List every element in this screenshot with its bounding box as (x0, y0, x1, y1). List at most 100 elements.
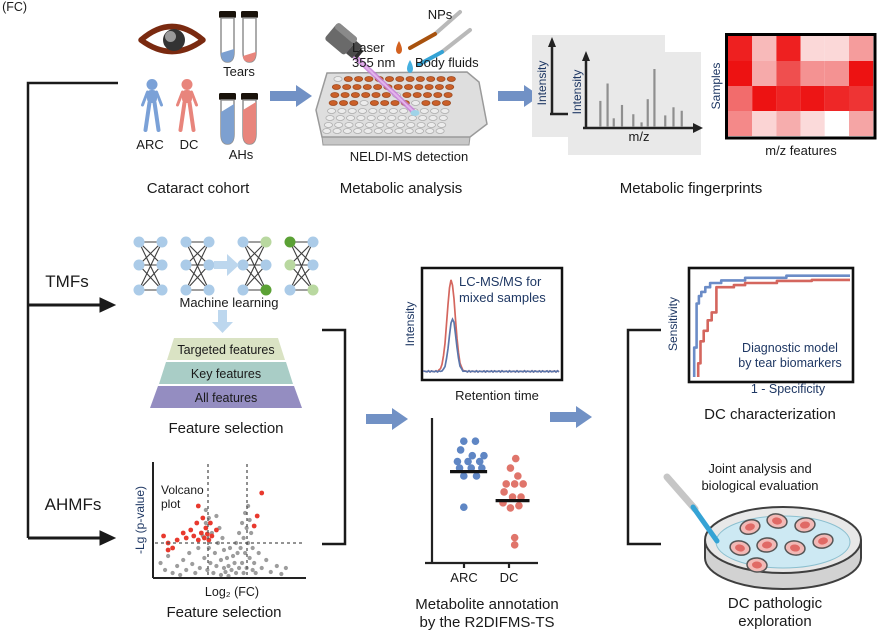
well-filled (405, 76, 415, 82)
well-filled (431, 100, 441, 106)
volcano-point-gray (253, 570, 258, 576)
well-empty (440, 108, 450, 114)
dot-ARC (464, 457, 472, 466)
machine-learning-label: Machine learning (179, 295, 279, 310)
nn-node (203, 236, 215, 248)
tmfs-arrow-head (99, 297, 117, 313)
annotation-title-line1: Metabolite annotation (415, 596, 559, 613)
nn-node (237, 284, 249, 296)
nn-node (307, 259, 319, 271)
dot-ARC (471, 437, 480, 445)
well-empty (346, 115, 356, 121)
cell-icon (784, 540, 806, 556)
spectrum-front-panel (568, 52, 701, 155)
dot-ARC (472, 472, 481, 480)
volcano-point-gray (252, 560, 257, 566)
nn-node (156, 259, 168, 271)
right-input-bracket (626, 328, 661, 546)
volcano-ylabel: -Lg (p-value) (133, 485, 147, 555)
volcano-point-red (207, 520, 213, 526)
volcano-point-gray (166, 553, 171, 559)
well-empty (359, 100, 369, 106)
volcano-point-gray (224, 555, 230, 561)
well-filled (364, 76, 374, 82)
roc-xlabel: 1 - Specificity (750, 382, 826, 396)
neural-network-right-icon (237, 236, 319, 296)
heatmap-cell (776, 111, 801, 136)
well-empty (325, 115, 335, 121)
well-empty (437, 122, 447, 128)
heatmap-cell (752, 36, 777, 61)
well-empty (419, 108, 429, 114)
blue-flow-arrows (270, 85, 592, 430)
volcano-point-gray (256, 550, 261, 556)
heatmap-cell (728, 86, 753, 111)
volcano-point-gray (181, 557, 186, 563)
volcano-point-gray (236, 565, 242, 571)
dot-ARC (460, 437, 468, 445)
cell-icon (812, 533, 834, 549)
nn-node (180, 236, 192, 248)
volcano-point-red (194, 520, 200, 526)
well-filled (373, 84, 383, 90)
ahmfs-arrow (28, 530, 117, 546)
well-filled (343, 76, 353, 82)
well-filled (340, 92, 350, 98)
spectra-group (532, 35, 703, 155)
volcano-axes (152, 462, 306, 579)
cell-icon (766, 513, 788, 529)
nn-edge (242, 241, 267, 291)
tmfs-arrow (28, 297, 117, 313)
volcano-point-red (191, 533, 197, 539)
heatmap-cell (824, 61, 849, 86)
well-filled (390, 100, 400, 106)
dot-DC (514, 472, 522, 480)
nn-edge (289, 264, 314, 291)
well-empty (344, 122, 354, 128)
volcano-point-red (195, 503, 201, 509)
well-empty (384, 128, 394, 134)
well-empty (435, 128, 445, 134)
well-empty (368, 108, 378, 114)
volcano-point-gray (238, 545, 243, 551)
volcano-point-gray (227, 545, 233, 551)
ml-group (133, 236, 319, 333)
feature-output-bracket (322, 328, 347, 546)
volcano-point-red (183, 535, 189, 541)
volcano-point-gray (243, 510, 248, 516)
cell-nucleus (800, 521, 810, 529)
volcano-point-gray (184, 567, 189, 573)
cohort-group (138, 11, 258, 145)
metabolic-fingerprints-title: Metabolic fingerprints (619, 180, 763, 197)
dot-DC (510, 533, 519, 542)
ahmfs-arrow-head (99, 530, 117, 546)
well-empty (358, 108, 368, 114)
well-filled (328, 100, 338, 106)
volcano-point-gray (233, 540, 239, 546)
volcano-point-red (251, 523, 257, 529)
volcano-point-gray (264, 557, 269, 563)
volcano-point-gray (239, 520, 245, 526)
well-empty (387, 115, 397, 121)
nn-edge (242, 264, 267, 291)
flow-arrow-4-icon (550, 406, 592, 428)
volcano-point-red (188, 527, 194, 533)
well-empty (407, 115, 417, 121)
neldi-ms-label: NELDI-MS detection (349, 149, 469, 164)
volcano-point-gray (233, 570, 239, 576)
well-empty (426, 122, 436, 128)
nn-node (260, 236, 272, 248)
well-filled (385, 76, 395, 82)
well-filled (330, 92, 340, 98)
volcano-point-red (209, 533, 215, 539)
nn-node (133, 259, 145, 271)
nn-transition-arrow-icon (214, 254, 239, 276)
nn-node (180, 259, 192, 271)
dot-DC (500, 488, 508, 496)
tmfs-label: TMFs (45, 272, 89, 291)
funnel-level-key (159, 362, 293, 384)
well-filled (361, 92, 371, 98)
well-filled (441, 100, 451, 106)
annotation-title-line2: by the R2DIFMS-TS (419, 614, 555, 631)
well-filled (354, 76, 364, 82)
